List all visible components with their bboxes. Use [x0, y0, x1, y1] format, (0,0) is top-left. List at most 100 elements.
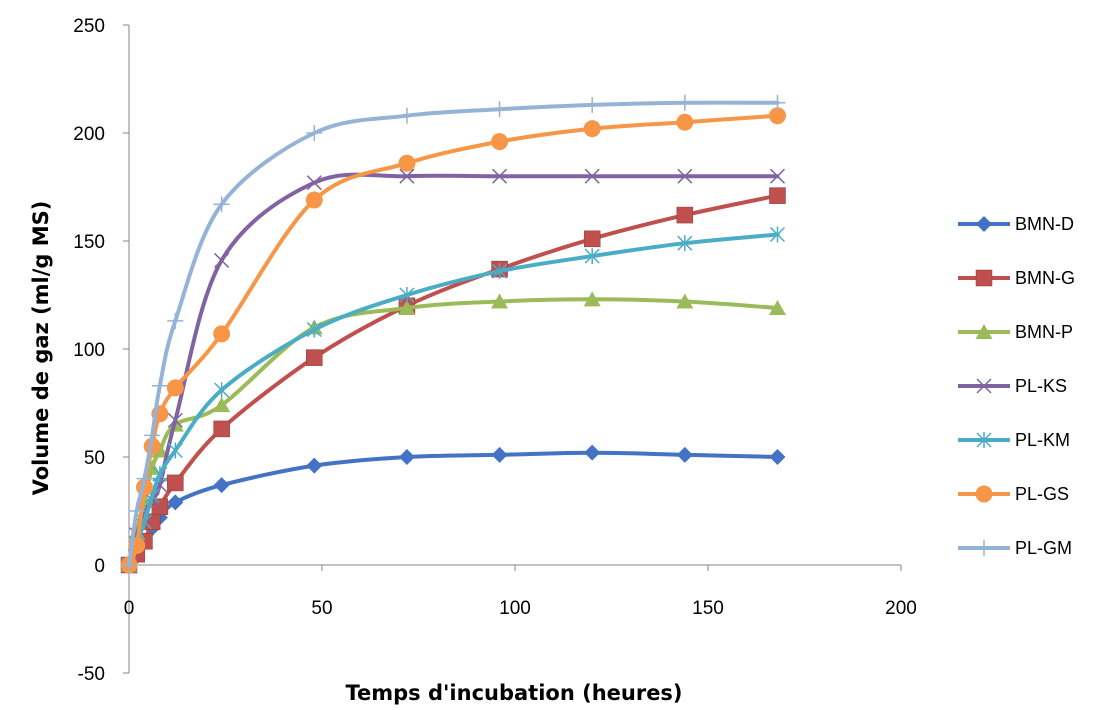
data-point-pl-gs — [491, 133, 509, 151]
data-point-bmn-d — [398, 449, 415, 465]
legend-item-pl-km: PL-KM — [958, 430, 1070, 450]
data-point-pl-ks — [167, 412, 183, 428]
data-point-pl-gs — [213, 325, 231, 343]
data-point-pl-km — [214, 382, 230, 399]
data-point-pl-km — [152, 466, 168, 483]
legend-marker — [976, 378, 992, 394]
data-point-bmn-g — [676, 206, 694, 224]
data-point-pl-gs — [583, 120, 601, 138]
data-point-pl-ks — [677, 168, 693, 184]
y-tick-label: 150 — [73, 232, 105, 253]
data-point-pl-gm — [136, 470, 153, 487]
data-point-bmn-p — [583, 291, 601, 307]
data-point-pl-km — [769, 226, 786, 243]
legend-item-bmn-d: BMN-D — [958, 214, 1074, 234]
data-point-bmn-g — [306, 349, 323, 366]
data-point-pl-km — [584, 248, 600, 265]
data-point-bmn-d — [769, 449, 786, 465]
x-tick-label: 50 — [311, 598, 332, 619]
data-point-bmn-g — [583, 230, 601, 248]
data-point-pl-km — [167, 442, 183, 459]
y-tick-label: 100 — [73, 340, 105, 361]
data-point-pl-gm — [398, 107, 415, 124]
data-point-pl-gm — [676, 94, 693, 111]
data-point-pl-ks — [306, 175, 322, 191]
marker-stroke — [306, 175, 322, 191]
data-point-bmn-g — [769, 187, 786, 204]
data-point-bmn-d — [584, 444, 601, 461]
legend-label: PL-GM — [1015, 538, 1072, 558]
x-axis-title: Temps d'incubation (heures) — [345, 681, 682, 705]
data-point-bmn-g — [213, 420, 230, 438]
data-point-pl-km — [492, 263, 508, 280]
legend-label: BMN-P — [1015, 322, 1073, 342]
series-line-bmn-d — [127, 450, 780, 567]
data-point-pl-gm — [121, 557, 137, 573]
legend-item-pl-ks: PL-KS — [958, 376, 1067, 396]
data-point-pl-gm — [213, 196, 230, 213]
marker-stroke — [769, 168, 786, 184]
legend-item-bmn-g: BMN-G — [958, 268, 1075, 288]
y-axis-title: Volume de gaz (ml/g MS) — [29, 201, 53, 496]
data-point-bmn-p — [676, 293, 694, 309]
marker-stroke — [492, 168, 508, 184]
legend-item-pl-gm: PL-GM — [958, 538, 1072, 558]
data-point-bmn-d — [306, 457, 323, 474]
x-tick-label: 100 — [499, 598, 531, 619]
data-point-pl-gs — [305, 191, 323, 209]
marker-stroke — [214, 252, 230, 268]
legend-label: BMN-G — [1015, 268, 1075, 288]
legend-item-pl-gs: PL-GS — [958, 484, 1069, 504]
legend-label: PL-KM — [1015, 430, 1070, 450]
y-tick-label: 250 — [73, 16, 105, 37]
data-point-bmn-p — [491, 293, 509, 309]
marker-stroke — [584, 168, 600, 184]
legend-marker — [975, 269, 993, 287]
data-point-pl-gm — [491, 101, 508, 118]
series-pl-gm — [121, 94, 786, 573]
legend: BMN-D BMN-G BMN-P PL-KS PL-KM PL-GS PL-GM — [958, 214, 1075, 558]
series-layer — [120, 94, 786, 574]
marker-stroke — [677, 168, 693, 184]
axes: -50 0 50 100 150 200 250 0 50 100 150 200 — [73, 16, 917, 685]
data-point-pl-gm — [584, 96, 601, 113]
data-point-pl-ks — [769, 168, 786, 184]
legend-item-bmn-p: BMN-P — [958, 322, 1073, 342]
data-point-bmn-g — [151, 498, 169, 515]
data-point-pl-gm — [128, 503, 145, 519]
data-point-pl-gm — [306, 125, 323, 141]
data-point-pl-ks — [399, 168, 415, 184]
data-point-pl-gs — [676, 113, 694, 131]
series-line-pl-ks — [127, 172, 780, 567]
data-point-bmn-d — [491, 446, 508, 463]
data-point-pl-km — [677, 235, 693, 252]
y-tick-label: 0 — [94, 556, 105, 577]
legend-label: BMN-D — [1015, 214, 1074, 234]
data-point-pl-gm — [167, 312, 184, 329]
data-point-pl-gm — [144, 427, 161, 444]
data-point-pl-km — [306, 321, 322, 338]
data-point-pl-ks — [584, 168, 600, 184]
legend-label: PL-KS — [1015, 376, 1067, 396]
y-tick-label: 50 — [84, 448, 105, 469]
data-point-pl-gm — [769, 94, 786, 111]
data-point-bmn-g — [167, 474, 184, 492]
marker-stroke — [976, 378, 992, 394]
data-point-bmn-d — [213, 477, 230, 494]
data-point-pl-gs — [166, 379, 184, 397]
series-pl-ks — [121, 168, 786, 573]
series-bmn-d — [121, 444, 786, 573]
y-tick-label: -50 — [78, 664, 105, 685]
data-point-bmn-d — [676, 446, 693, 463]
legend-marker — [975, 485, 993, 503]
data-point-pl-km — [399, 287, 415, 303]
data-point-pl-gs — [398, 154, 416, 172]
legend-marker — [975, 324, 993, 339]
marker-stroke — [399, 168, 415, 184]
data-point-pl-ks — [214, 252, 230, 268]
data-point-pl-gm — [151, 377, 168, 394]
y-tick-label: 200 — [73, 124, 105, 145]
series-line-pl-km — [127, 232, 780, 567]
x-tick-label: 0 — [124, 598, 135, 619]
